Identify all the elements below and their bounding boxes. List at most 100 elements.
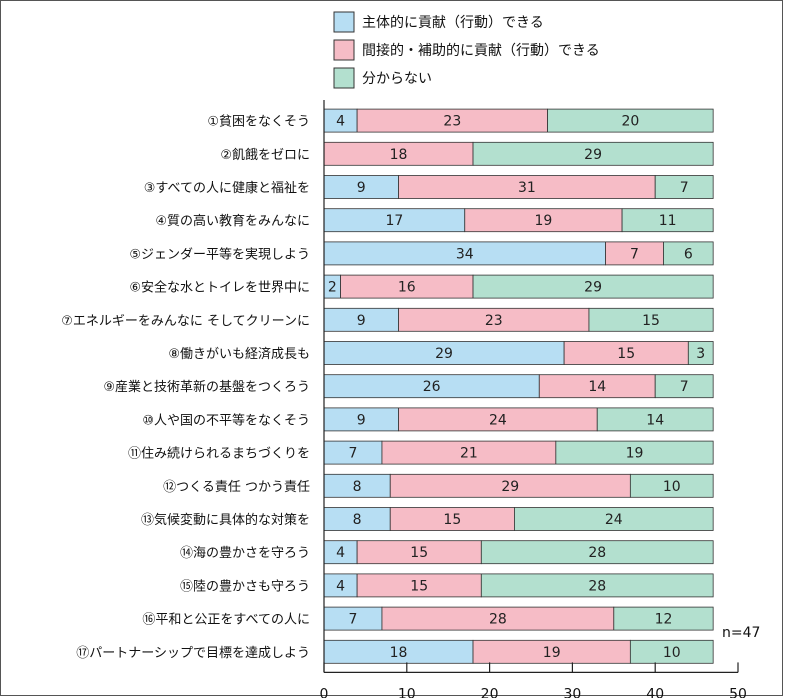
data-label: 23 [485, 313, 503, 329]
legend-label-1: 主体的に貢献（行動）できる [362, 15, 544, 31]
category-label: ⑩人や国の不平等をなくそう [142, 412, 310, 428]
data-label: 34 [456, 246, 474, 262]
bar-segment-s3 [629, 639, 714, 664]
category-label: ②飢餓をゼロに [220, 148, 310, 163]
data-label: 14 [588, 379, 606, 395]
bar-segment-s3 [514, 507, 714, 531]
data-label: 2 [328, 280, 337, 296]
data-label: 20 [621, 114, 639, 130]
data-label: 16 [398, 280, 416, 296]
data-label: 9 [357, 412, 366, 428]
category-label: ⑪住み続けられるまちづくりを [128, 447, 310, 462]
data-label: 24 [489, 412, 507, 428]
bar-segment-s3 [654, 374, 714, 399]
category-label: ①貧困をなくそう [207, 115, 310, 130]
x-tick-label: 40 [646, 686, 664, 698]
data-label: 19 [543, 645, 561, 661]
data-label: 31 [518, 180, 536, 196]
data-label: 28 [489, 612, 507, 628]
bar-segment-s3 [588, 307, 714, 332]
data-label: 6 [684, 246, 693, 262]
data-label: 3 [696, 346, 705, 362]
category-label: ⑨産業と技術革新の基盤をつくろう [103, 379, 310, 395]
data-label: 9 [357, 313, 366, 329]
data-label: 7 [680, 379, 689, 395]
data-label: 4 [336, 545, 345, 561]
data-label: 12 [655, 612, 673, 628]
data-label: 28 [588, 578, 606, 594]
x-axis: 0 10 20 30 40 50 [320, 100, 747, 698]
data-label: 9 [357, 180, 366, 196]
category-label: ⑤ジェンダー平等を実現しよう [129, 246, 310, 262]
bars: 4 23 20 18 29 9 31 7 17 19 11 34 7 6 2 16 29 9 23 15 29 15 3 26… [323, 108, 714, 664]
data-label: 18 [390, 147, 408, 163]
data-label: 15 [410, 545, 428, 561]
legend-swatch-2 [333, 39, 355, 61]
category-label: ⑬気候変動に具体的な対策を [141, 512, 310, 528]
data-label: 7 [680, 180, 689, 196]
data-label: 29 [584, 147, 602, 163]
data-label: 8 [353, 512, 362, 528]
data-label: 7 [630, 246, 639, 262]
x-tick-label: 50 [729, 686, 747, 698]
data-label: 15 [642, 313, 660, 329]
data-label: 15 [443, 512, 461, 528]
category-label: ⑦エネルギーをみんなに そしてクリーンに [61, 314, 310, 329]
bar-segment-s3 [472, 274, 714, 299]
data-label: 21 [460, 446, 478, 462]
data-label: 4 [336, 578, 345, 594]
data-label: 10 [663, 645, 681, 661]
data-label: 29 [501, 479, 519, 495]
legend-label-3: 分からない [362, 71, 432, 87]
bar-segment-s3 [596, 407, 714, 432]
data-label: 10 [663, 479, 681, 495]
x-tick-label: 20 [481, 686, 499, 698]
category-label: ③すべての人に健康と福祉を [144, 180, 310, 196]
data-label: 4 [336, 114, 345, 130]
legend-swatch-3 [333, 67, 355, 89]
category-label: ⑧働きがいも経済成長も [168, 346, 310, 362]
bar-segment-s3 [547, 108, 714, 133]
bar-segment-s3 [613, 606, 714, 631]
data-label: 26 [423, 379, 441, 395]
x-tick-label: 30 [563, 686, 581, 698]
category-label: ⑯平和と公正をすべての人に [142, 613, 310, 628]
category-label: ⑭海の豊かさを守ろう [180, 546, 310, 561]
data-label: 19 [535, 213, 553, 229]
data-label: 15 [617, 346, 635, 362]
bar-segment-s3 [621, 208, 714, 233]
data-label: 7 [349, 612, 358, 628]
data-label: 8 [353, 479, 362, 495]
data-label: 15 [410, 578, 428, 594]
data-label: 18 [390, 645, 408, 661]
category-label: ⑮陸の豊かさも守ろう [180, 578, 310, 594]
data-label: 7 [349, 446, 358, 462]
bar-segment-s3 [687, 341, 714, 365]
data-label: 29 [435, 346, 453, 362]
data-label: 14 [646, 412, 664, 428]
category-label: ⑫つくる責任 つかう責任 [163, 480, 310, 495]
bar-segment-s3 [480, 540, 714, 565]
category-label: ④質の高い教育をみんなに [155, 213, 310, 229]
bar-segment-s3 [480, 573, 714, 598]
x-tick-label: 0 [320, 686, 329, 698]
bar-segment-s3 [555, 440, 714, 465]
bar-segment-s3 [472, 141, 714, 166]
data-label: 23 [443, 114, 461, 130]
x-tick-label: 10 [398, 686, 416, 698]
data-label: 11 [659, 213, 677, 229]
category-label: ⑰パートナーシップで目標を達成しよう [76, 646, 310, 661]
data-label: 17 [385, 213, 403, 229]
data-label: 24 [605, 512, 623, 528]
category-labels: ①貧困をなくそう ②飢餓をゼロに ③すべての人に健康と福祉を ④質の高い教育をみんなに… [61, 115, 310, 661]
bar-segment-s3 [629, 473, 714, 498]
data-label: 28 [588, 545, 606, 561]
data-label: 29 [584, 280, 602, 296]
sample-size-annotation: n=47 [722, 625, 760, 641]
data-label: 19 [626, 446, 644, 462]
bar-segment-s3 [654, 175, 714, 199]
category-label: ⑥安全な水とトイレを世界中に [129, 280, 310, 296]
